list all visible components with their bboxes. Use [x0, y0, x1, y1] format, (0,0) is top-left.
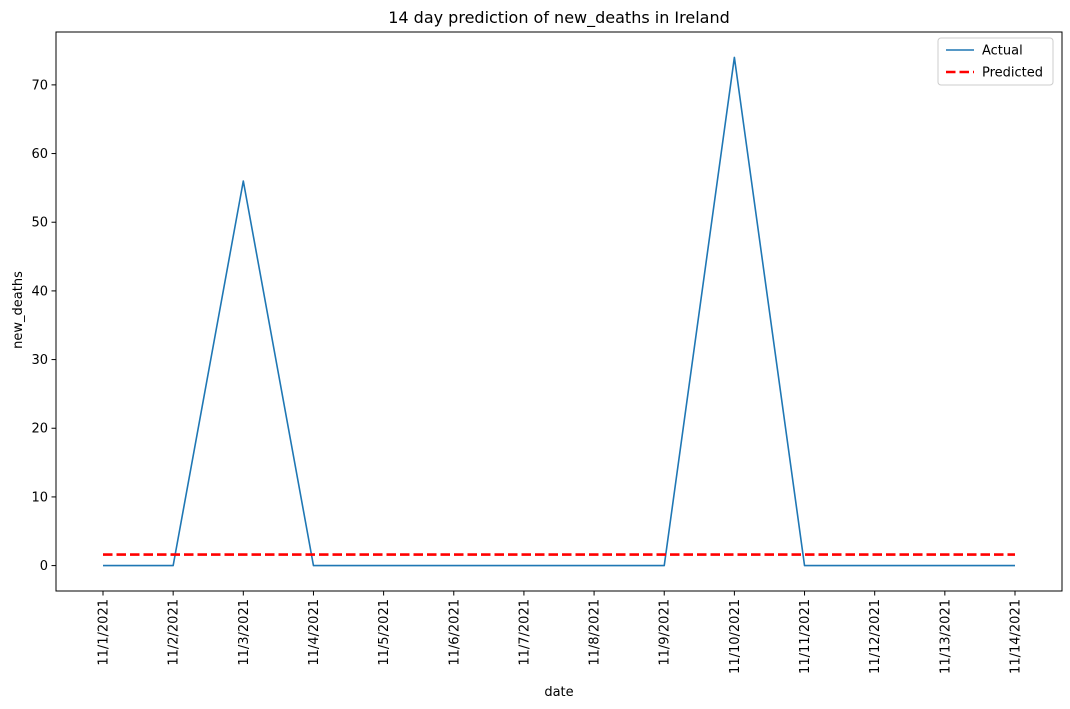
legend-label-actual: Actual: [982, 44, 1023, 59]
x-tick-label: 11/13/2021: [938, 599, 953, 674]
y-tick-label: 50: [31, 216, 48, 231]
plot-area: 0 10 20 30 40 50 60 70 11/1/2021 11/2/2021 11/3/20…: [31, 31, 1063, 674]
series-line-actual: [103, 56, 1015, 567]
x-tick-label: 11/10/2021: [728, 599, 743, 674]
legend-label-predicted: Predicted: [982, 66, 1043, 81]
plot-frame: [55, 31, 1063, 592]
x-tick-label: 11/7/2021: [517, 599, 532, 666]
x-tick-label: 11/11/2021: [798, 599, 813, 674]
x-tick-label: 11/14/2021: [1009, 599, 1024, 674]
y-tick-label: 30: [31, 353, 48, 368]
x-tick-label: 11/1/2021: [97, 599, 112, 666]
y-tick-label: 40: [31, 284, 48, 299]
x-axis-title: date: [544, 685, 573, 700]
y-tick-label: 20: [31, 422, 48, 437]
x-tick-label: 11/6/2021: [447, 599, 462, 666]
x-tick-label: 11/4/2021: [307, 599, 322, 666]
y-axis-title: new_deaths: [11, 271, 26, 349]
y-tick-label: 70: [31, 78, 48, 93]
y-tick-label: 0: [40, 559, 48, 574]
legend: Actual Predicted: [937, 37, 1054, 86]
x-tick-label: 11/2/2021: [167, 599, 182, 666]
x-tick-label: 11/12/2021: [868, 599, 883, 674]
chart-title: 14 day prediction of new_deaths in Irela…: [388, 8, 730, 28]
x-tick-label: 11/5/2021: [377, 599, 392, 666]
y-tick-label: 10: [31, 490, 48, 505]
y-tick-label: 60: [31, 147, 48, 162]
x-tick-label: 11/9/2021: [658, 599, 673, 666]
x-tick-label: 11/3/2021: [237, 599, 252, 666]
x-tick-label: 11/8/2021: [588, 599, 603, 666]
